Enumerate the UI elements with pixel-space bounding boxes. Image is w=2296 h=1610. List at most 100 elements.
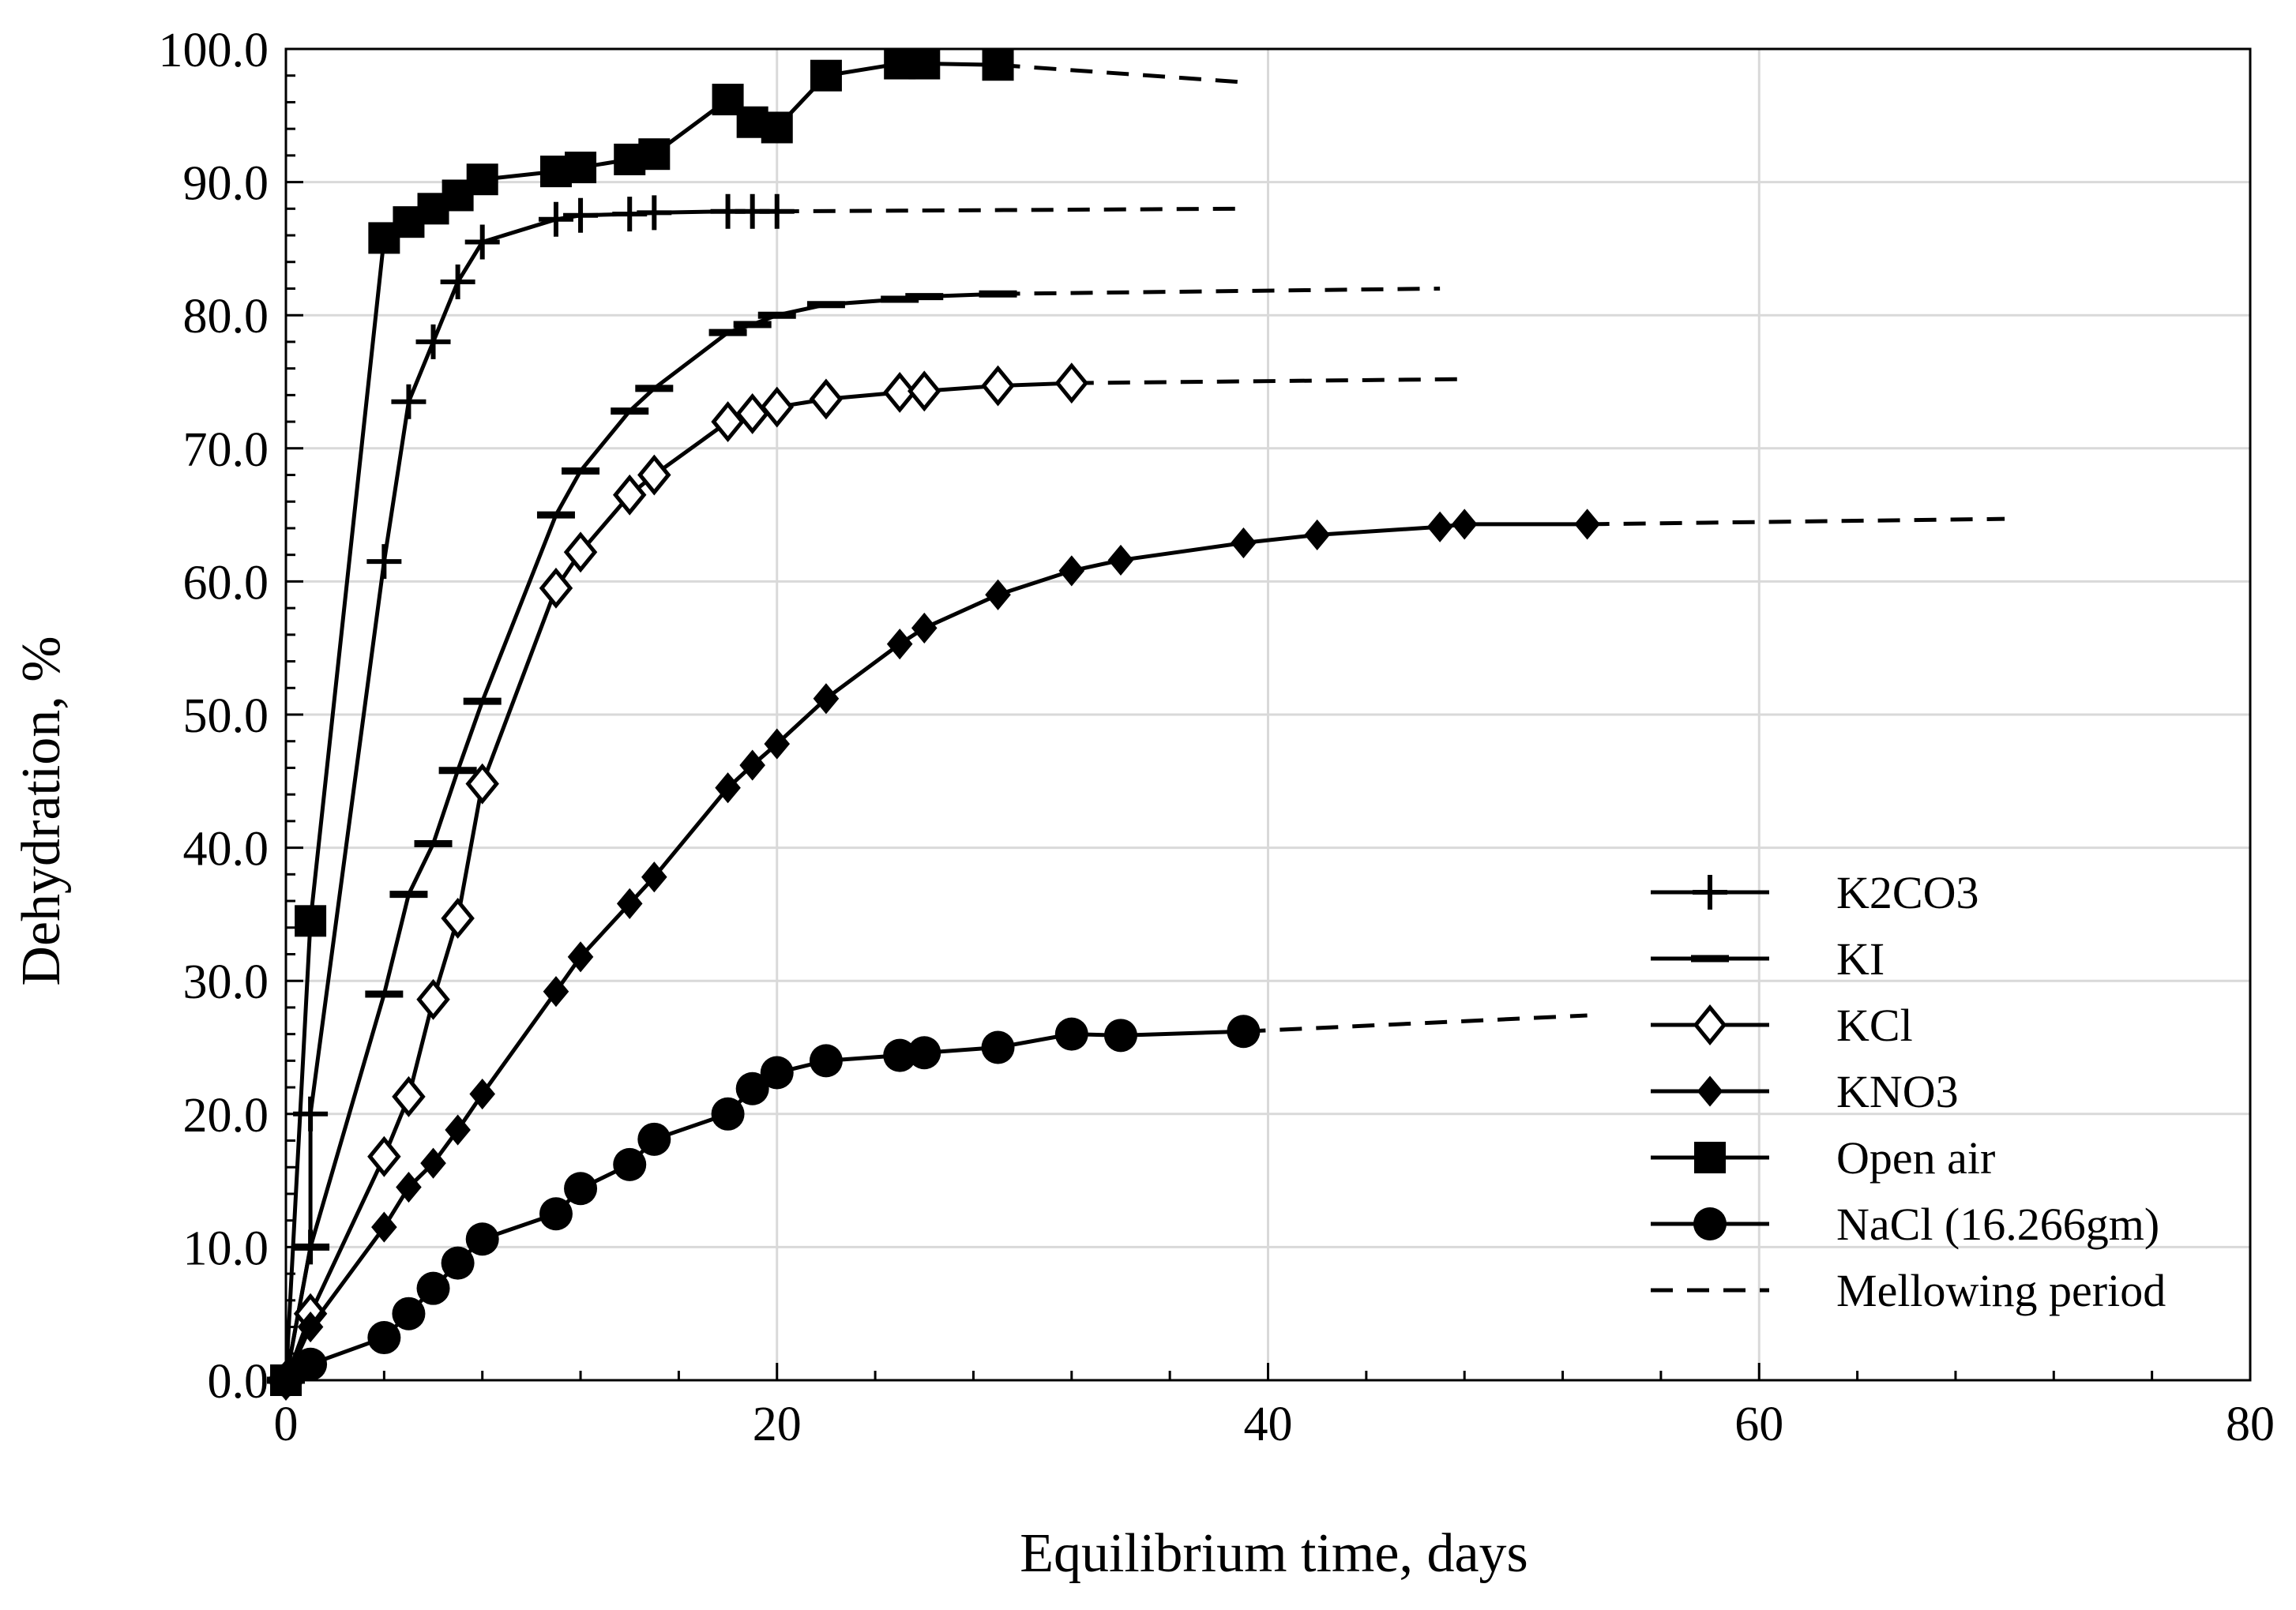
legend-marker bbox=[1697, 1075, 1723, 1107]
data-point-k2co3 bbox=[464, 224, 500, 260]
y-tick-label: 70.0 bbox=[183, 423, 269, 477]
mellowing-line-kcl bbox=[1071, 377, 1465, 385]
series-lines bbox=[267, 47, 1600, 1401]
legend-marker bbox=[1694, 1142, 1726, 1173]
data-point-nacl-16-266gm bbox=[883, 1038, 917, 1072]
y-axis-title: Dehydration, % bbox=[11, 636, 72, 985]
data-point-nacl-16-266gm bbox=[637, 1122, 671, 1156]
x-tick-label: 80 bbox=[2226, 1398, 2275, 1451]
data-point-kno3 bbox=[1574, 509, 1600, 540]
data-point-kno3 bbox=[813, 683, 840, 715]
data-point-kno3 bbox=[715, 772, 741, 804]
data-point-nacl-16-266gm bbox=[441, 1246, 475, 1280]
legend-entry-ki: KI bbox=[1651, 933, 1885, 985]
data-point-k2co3 bbox=[366, 544, 402, 580]
legend-label: KNO3 bbox=[1836, 1066, 1959, 1117]
data-point-nacl-16-266gm bbox=[564, 1172, 598, 1206]
data-point-nacl-16-266gm bbox=[908, 1036, 941, 1070]
legend-marker bbox=[1693, 1207, 1727, 1240]
data-point-kno3 bbox=[739, 749, 765, 781]
legend-label: KI bbox=[1836, 933, 1885, 985]
data-point-open-air bbox=[565, 152, 597, 184]
data-point-kcl bbox=[981, 365, 1015, 407]
legend-entry-open-air: Open air bbox=[1651, 1132, 1995, 1184]
data-point-kno3 bbox=[616, 888, 643, 919]
y-tick-label: 50.0 bbox=[183, 689, 269, 743]
data-point-nacl-16-266gm bbox=[465, 1222, 499, 1256]
series-ki bbox=[267, 290, 1017, 1384]
data-point-k2co3 bbox=[637, 195, 672, 231]
data-point-nacl-16-266gm bbox=[1227, 1015, 1261, 1049]
data-point-nacl-16-266gm bbox=[367, 1321, 401, 1355]
data-point-kcl bbox=[882, 372, 917, 413]
data-point-nacl-16-266gm bbox=[735, 1071, 769, 1105]
data-point-kno3 bbox=[1058, 555, 1085, 587]
data-point-kno3 bbox=[1231, 527, 1257, 559]
data-point-kno3 bbox=[371, 1211, 397, 1243]
data-point-nacl-16-266gm bbox=[760, 1056, 794, 1090]
data-point-kno3 bbox=[396, 1171, 422, 1203]
legend-marker bbox=[1693, 875, 1727, 910]
legend-label: Mellowing period bbox=[1836, 1265, 2166, 1316]
data-point-open-air bbox=[638, 138, 671, 171]
data-point-kcl bbox=[908, 370, 941, 412]
data-point-kcl bbox=[637, 454, 671, 496]
x-tick-label: 0 bbox=[274, 1398, 299, 1451]
axis-ticks: 0.0 10.0 20.0 30.0 40.0 50.0 60.0 70.0 80.0 90.0 1… bbox=[159, 24, 2275, 1451]
data-point-nacl-16-266gm bbox=[711, 1097, 745, 1131]
mellowing-line-open-air bbox=[998, 62, 1244, 84]
legend-entry-k2co3: K2CO3 bbox=[1651, 867, 1978, 918]
data-point-nacl-16-266gm bbox=[1103, 1019, 1137, 1053]
data-point-kno3 bbox=[641, 861, 667, 893]
data-point-kcl bbox=[392, 1075, 426, 1117]
data-point-kcl bbox=[809, 378, 844, 420]
legend-entry-kno3: KNO3 bbox=[1651, 1066, 1959, 1117]
data-point-kno3 bbox=[567, 941, 594, 973]
y-tick-label: 100.0 bbox=[159, 24, 269, 77]
legend-label: K2CO3 bbox=[1836, 867, 1978, 918]
data-point-open-air bbox=[466, 163, 498, 196]
data-point-k2co3 bbox=[563, 197, 599, 233]
data-point-kcl bbox=[760, 386, 794, 428]
data-point-kno3 bbox=[1451, 509, 1478, 540]
data-point-kno3 bbox=[420, 1147, 446, 1179]
mellowing-lines bbox=[776, 62, 2005, 1034]
data-point-open-air bbox=[295, 905, 327, 937]
data-point-kcl bbox=[711, 401, 745, 443]
mellowing-line-ki bbox=[998, 286, 1441, 296]
data-point-nacl-16-266gm bbox=[539, 1197, 573, 1231]
y-tick-label: 20.0 bbox=[183, 1089, 269, 1143]
y-tick-label: 40.0 bbox=[183, 823, 269, 876]
y-tick-label: 60.0 bbox=[183, 556, 269, 610]
data-point-kno3 bbox=[1426, 511, 1453, 542]
legend-entry-nacl-16-266gm: NaCl (16.266gm) bbox=[1651, 1199, 2159, 1250]
data-point-kcl bbox=[416, 978, 450, 1020]
data-point-k2co3 bbox=[759, 193, 795, 229]
data-point-nacl-16-266gm bbox=[981, 1030, 1015, 1064]
data-point-nacl-16-266gm bbox=[809, 1044, 843, 1078]
data-point-kcl bbox=[539, 567, 573, 609]
mellowing-line-nacl-16-266gm bbox=[1243, 1013, 1588, 1034]
data-point-kcl bbox=[367, 1135, 401, 1177]
data-point-k2co3 bbox=[391, 384, 427, 419]
y-tick-label: 10.0 bbox=[183, 1222, 269, 1275]
legend-label: KCl bbox=[1836, 1000, 1913, 1051]
x-tick-label: 40 bbox=[1244, 1398, 1293, 1451]
data-point-nacl-16-266gm bbox=[416, 1271, 450, 1305]
data-point-kno3 bbox=[764, 728, 791, 760]
data-point-k2co3 bbox=[440, 265, 475, 300]
data-point-k2co3 bbox=[538, 201, 573, 237]
data-point-kno3 bbox=[911, 612, 938, 644]
legend: K2CO3 KI KCl KNO3 Open air NaCl (16.266gm) Mel… bbox=[1651, 867, 2166, 1316]
data-point-k2co3 bbox=[415, 324, 451, 359]
y-tick-label: 80.0 bbox=[183, 290, 269, 343]
data-point-kcl bbox=[612, 474, 647, 516]
data-point-kno3 bbox=[985, 579, 1011, 610]
series-kcl bbox=[269, 362, 1089, 1401]
gridlines bbox=[286, 49, 2250, 1380]
y-tick-label: 0.0 bbox=[208, 1355, 269, 1409]
data-point-nacl-16-266gm bbox=[1054, 1017, 1088, 1051]
